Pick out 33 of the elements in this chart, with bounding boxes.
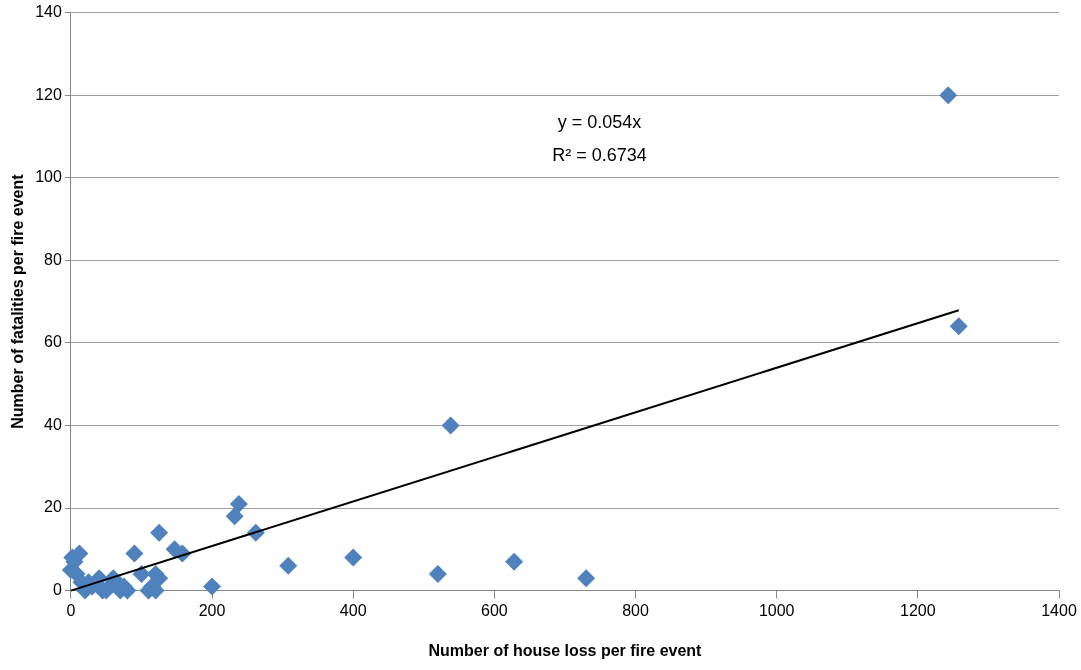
- y-tick-label: 140: [35, 3, 62, 21]
- point: [125, 544, 144, 563]
- x-tick-label: 1000: [758, 601, 795, 619]
- point: [344, 548, 363, 567]
- y-tick-label: 20: [44, 498, 62, 516]
- x-tick-label: 1400: [1041, 601, 1077, 619]
- x-tick-label: 600: [481, 601, 508, 619]
- y-tick-label: 120: [35, 85, 62, 103]
- y-tick-label: 0: [52, 581, 62, 599]
- point: [203, 577, 222, 596]
- x-tick-label: 800: [622, 601, 649, 619]
- point: [939, 86, 958, 105]
- y-tick-label: 60: [44, 333, 62, 351]
- point: [229, 494, 248, 513]
- annotation: R² = 0.6734: [552, 144, 647, 165]
- x-tick-label: 1200: [900, 601, 936, 619]
- y-tick-label: 80: [44, 250, 62, 268]
- point: [441, 416, 460, 435]
- y-axis-title: Number of fatalities per fire event: [9, 173, 27, 429]
- y-tick-label: 100: [35, 168, 62, 186]
- x-tick-label: 400: [339, 601, 367, 619]
- y-tick-label: 40: [44, 415, 62, 433]
- x-axis-title: Number of house loss per fire event: [428, 641, 703, 659]
- annotation: y = 0.054x: [557, 111, 642, 132]
- point: [428, 565, 447, 584]
- point: [505, 552, 524, 571]
- point: [577, 569, 596, 588]
- x-tick-label: 200: [198, 601, 226, 619]
- point: [225, 507, 244, 526]
- point: [949, 317, 968, 336]
- point: [150, 523, 169, 542]
- x-tick-label: 0: [66, 601, 76, 619]
- point: [279, 556, 298, 575]
